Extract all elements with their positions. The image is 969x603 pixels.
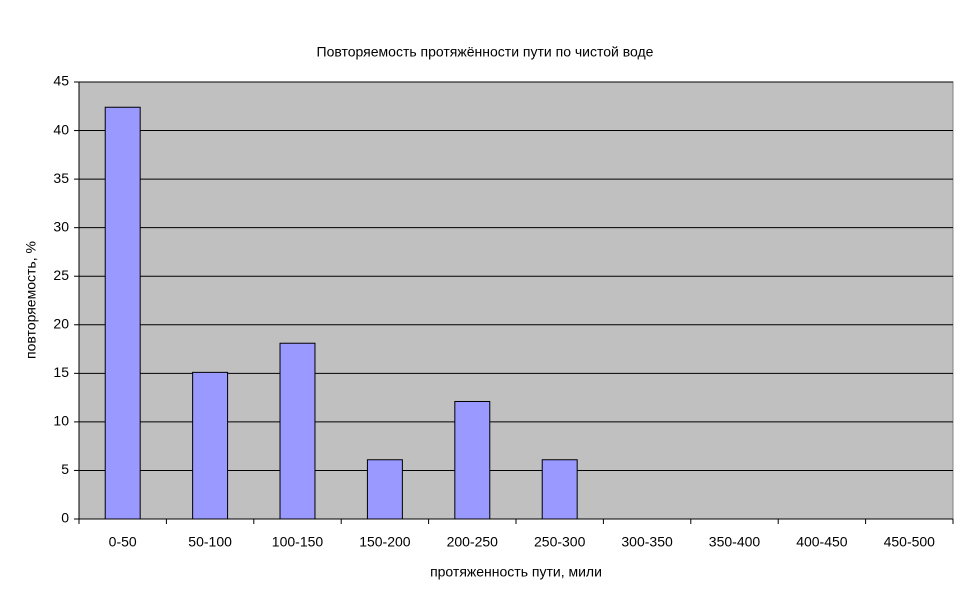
bar [279,342,316,520]
y-tick-label: 10 [53,413,69,429]
y-tick-label: 15 [53,364,69,380]
x-tick-label: 400-450 [796,534,848,550]
x-axis-label: протяженность пути, мили [430,564,602,580]
x-tick-label: 350-400 [709,534,761,550]
y-tick-label: 25 [53,267,69,283]
y-tick-label: 30 [53,218,69,234]
y-tick-label: 5 [61,461,69,477]
x-tick-label: 200-250 [447,534,499,550]
x-tick-label: 450-500 [884,534,936,550]
y-tick-label: 40 [53,121,69,137]
x-tick-label: 250-300 [534,534,586,550]
bar [192,371,229,520]
x-tick-label: 50-100 [188,534,232,550]
bar [454,400,491,520]
y-tick-label: 20 [53,315,69,331]
x-tick-label: 0-50 [109,534,137,550]
y-tick-label: 35 [53,170,69,186]
y-tick-label: 0 [61,510,69,526]
y-tick-label: 45 [53,73,69,89]
x-tick-label: 300-350 [621,534,673,550]
bar [366,459,403,520]
chart-title: Повторяемость протяжённости пути по чист… [317,44,654,60]
x-tick-label: 150-200 [359,534,411,550]
bar [104,106,141,520]
bar [541,459,578,520]
x-tick-label: 100-150 [272,534,324,550]
y-axis-label: повторяемость, % [23,241,39,359]
